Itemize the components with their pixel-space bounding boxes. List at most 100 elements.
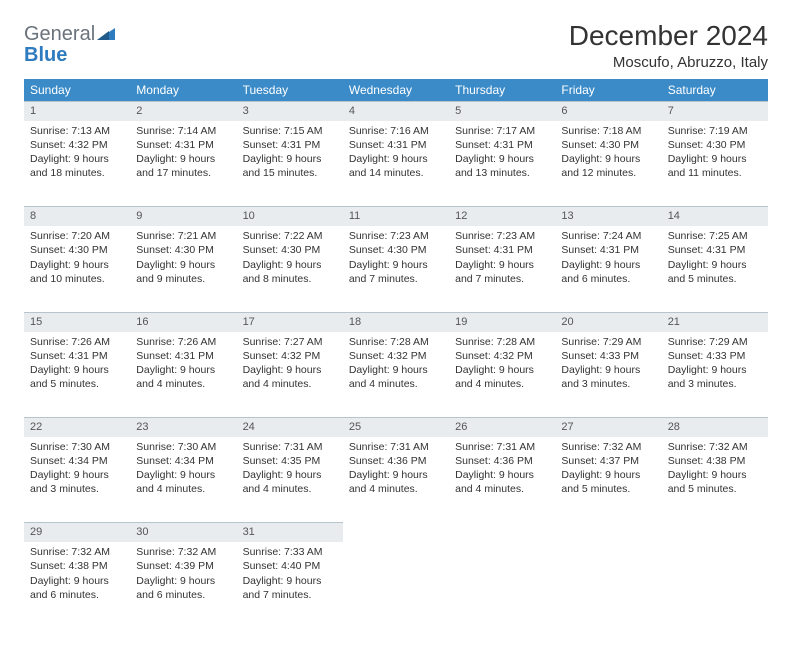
day-number-cell: 12 [449,207,555,226]
sunrise-text: Sunrise: 7:16 AM [349,124,443,138]
day-content-cell: Sunrise: 7:28 AMSunset: 4:32 PMDaylight:… [449,332,555,418]
day-details: Sunrise: 7:32 AMSunset: 4:37 PMDaylight:… [561,440,655,497]
sunset-text: Sunset: 4:34 PM [136,454,230,468]
day-content-cell: Sunrise: 7:24 AMSunset: 4:31 PMDaylight:… [555,226,661,312]
sunset-text: Sunset: 4:30 PM [349,243,443,257]
day-details: Sunrise: 7:23 AMSunset: 4:30 PMDaylight:… [349,229,443,286]
day-content-row: Sunrise: 7:32 AMSunset: 4:38 PMDaylight:… [24,542,768,628]
day-content-cell [343,542,449,628]
daylight-text: Daylight: 9 hours and 11 minutes. [668,152,762,180]
day-details: Sunrise: 7:13 AMSunset: 4:32 PMDaylight:… [30,124,124,181]
sunset-text: Sunset: 4:30 PM [668,138,762,152]
sunset-text: Sunset: 4:31 PM [668,243,762,257]
day-number-cell [449,523,555,542]
day-content-cell: Sunrise: 7:23 AMSunset: 4:31 PMDaylight:… [449,226,555,312]
sunset-text: Sunset: 4:30 PM [243,243,337,257]
day-details: Sunrise: 7:23 AMSunset: 4:31 PMDaylight:… [455,229,549,286]
day-number-cell: 23 [130,418,236,437]
sunrise-text: Sunrise: 7:26 AM [30,335,124,349]
sunset-text: Sunset: 4:39 PM [136,559,230,573]
day-number-cell: 31 [237,523,343,542]
sunrise-text: Sunrise: 7:28 AM [455,335,549,349]
day-number-cell: 27 [555,418,661,437]
calendar-table: Sunday Monday Tuesday Wednesday Thursday… [24,79,768,628]
day-content-cell: Sunrise: 7:21 AMSunset: 4:30 PMDaylight:… [130,226,236,312]
day-number-cell: 20 [555,312,661,331]
day-number-cell: 13 [555,207,661,226]
sunset-text: Sunset: 4:40 PM [243,559,337,573]
daylight-text: Daylight: 9 hours and 6 minutes. [561,258,655,286]
day-content-cell: Sunrise: 7:25 AMSunset: 4:31 PMDaylight:… [662,226,768,312]
sunset-text: Sunset: 4:32 PM [243,349,337,363]
day-details: Sunrise: 7:26 AMSunset: 4:31 PMDaylight:… [136,335,230,392]
day-details: Sunrise: 7:17 AMSunset: 4:31 PMDaylight:… [455,124,549,181]
day-details: Sunrise: 7:25 AMSunset: 4:31 PMDaylight:… [668,229,762,286]
day-number-cell [662,523,768,542]
day-content-cell: Sunrise: 7:32 AMSunset: 4:38 PMDaylight:… [24,542,130,628]
daylight-text: Daylight: 9 hours and 13 minutes. [455,152,549,180]
weekday-header: Friday [555,79,661,102]
daylight-text: Daylight: 9 hours and 8 minutes. [243,258,337,286]
sunset-text: Sunset: 4:38 PM [30,559,124,573]
sunrise-text: Sunrise: 7:20 AM [30,229,124,243]
daylight-text: Daylight: 9 hours and 17 minutes. [136,152,230,180]
sunset-text: Sunset: 4:31 PM [455,243,549,257]
daylight-text: Daylight: 9 hours and 3 minutes. [668,363,762,391]
weekday-header: Monday [130,79,236,102]
day-content-cell: Sunrise: 7:26 AMSunset: 4:31 PMDaylight:… [130,332,236,418]
sunrise-text: Sunrise: 7:18 AM [561,124,655,138]
sunrise-text: Sunrise: 7:19 AM [668,124,762,138]
sunrise-text: Sunrise: 7:30 AM [30,440,124,454]
daylight-text: Daylight: 9 hours and 4 minutes. [349,468,443,496]
daylight-text: Daylight: 9 hours and 4 minutes. [455,363,549,391]
day-content-cell: Sunrise: 7:22 AMSunset: 4:30 PMDaylight:… [237,226,343,312]
sunrise-text: Sunrise: 7:17 AM [455,124,549,138]
weekday-header: Wednesday [343,79,449,102]
day-number-row: 891011121314 [24,207,768,226]
day-details: Sunrise: 7:28 AMSunset: 4:32 PMDaylight:… [349,335,443,392]
sunset-text: Sunset: 4:38 PM [668,454,762,468]
sunrise-text: Sunrise: 7:32 AM [136,545,230,559]
daylight-text: Daylight: 9 hours and 3 minutes. [561,363,655,391]
day-number-cell: 24 [237,418,343,437]
daylight-text: Daylight: 9 hours and 7 minutes. [455,258,549,286]
daylight-text: Daylight: 9 hours and 12 minutes. [561,152,655,180]
daylight-text: Daylight: 9 hours and 10 minutes. [30,258,124,286]
daylight-text: Daylight: 9 hours and 3 minutes. [30,468,124,496]
day-content-cell: Sunrise: 7:20 AMSunset: 4:30 PMDaylight:… [24,226,130,312]
day-details: Sunrise: 7:31 AMSunset: 4:36 PMDaylight:… [349,440,443,497]
day-number-cell: 30 [130,523,236,542]
day-number-cell: 7 [662,102,768,121]
day-number-cell: 3 [237,102,343,121]
logo-triangle-icon [97,26,115,45]
sunrise-text: Sunrise: 7:24 AM [561,229,655,243]
daylight-text: Daylight: 9 hours and 7 minutes. [349,258,443,286]
sunrise-text: Sunrise: 7:32 AM [30,545,124,559]
daylight-text: Daylight: 9 hours and 4 minutes. [455,468,549,496]
day-details: Sunrise: 7:18 AMSunset: 4:30 PMDaylight:… [561,124,655,181]
day-content-cell: Sunrise: 7:29 AMSunset: 4:33 PMDaylight:… [662,332,768,418]
day-details: Sunrise: 7:32 AMSunset: 4:38 PMDaylight:… [30,545,124,602]
sunset-text: Sunset: 4:32 PM [30,138,124,152]
day-number-cell: 4 [343,102,449,121]
weekday-header: Thursday [449,79,555,102]
sunrise-text: Sunrise: 7:21 AM [136,229,230,243]
day-details: Sunrise: 7:30 AMSunset: 4:34 PMDaylight:… [136,440,230,497]
daylight-text: Daylight: 9 hours and 4 minutes. [243,363,337,391]
daylight-text: Daylight: 9 hours and 4 minutes. [136,468,230,496]
sunset-text: Sunset: 4:32 PM [455,349,549,363]
sunset-text: Sunset: 4:36 PM [349,454,443,468]
daylight-text: Daylight: 9 hours and 15 minutes. [243,152,337,180]
sunrise-text: Sunrise: 7:29 AM [561,335,655,349]
day-content-cell: Sunrise: 7:17 AMSunset: 4:31 PMDaylight:… [449,121,555,207]
daylight-text: Daylight: 9 hours and 5 minutes. [561,468,655,496]
day-details: Sunrise: 7:29 AMSunset: 4:33 PMDaylight:… [668,335,762,392]
day-details: Sunrise: 7:15 AMSunset: 4:31 PMDaylight:… [243,124,337,181]
sunset-text: Sunset: 4:30 PM [136,243,230,257]
sunset-text: Sunset: 4:35 PM [243,454,337,468]
day-number-cell [343,523,449,542]
daylight-text: Daylight: 9 hours and 5 minutes. [30,363,124,391]
daylight-text: Daylight: 9 hours and 4 minutes. [349,363,443,391]
day-number-cell: 15 [24,312,130,331]
day-number-cell: 5 [449,102,555,121]
